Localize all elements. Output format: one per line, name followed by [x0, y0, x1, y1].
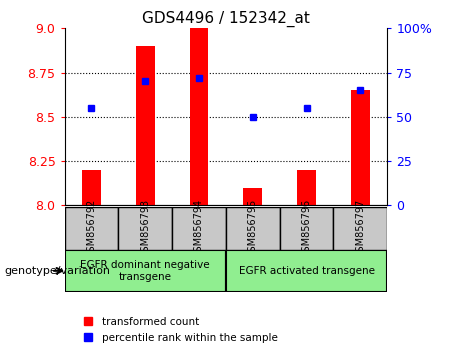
Text: EGFR dominant negative
transgene: EGFR dominant negative transgene	[80, 260, 210, 282]
Text: GSM856792: GSM856792	[86, 199, 96, 258]
Text: GSM856795: GSM856795	[248, 199, 258, 258]
Bar	[297, 170, 316, 205]
Bar	[82, 170, 101, 205]
Text: genotype/variation: genotype/variation	[5, 266, 111, 276]
Title: GDS4496 / 152342_at: GDS4496 / 152342_at	[142, 11, 310, 27]
Text: GSM856797: GSM856797	[355, 199, 366, 258]
Bar	[118, 207, 172, 250]
Bar	[226, 250, 387, 292]
Text: GSM856794: GSM856794	[194, 199, 204, 258]
Bar	[226, 207, 280, 250]
Bar	[333, 207, 387, 250]
Bar	[189, 28, 208, 205]
Bar	[280, 207, 333, 250]
Text: GSM856796: GSM856796	[301, 199, 312, 258]
Bar	[172, 207, 226, 250]
Bar	[65, 250, 226, 292]
Text: EGFR activated transgene: EGFR activated transgene	[238, 266, 375, 276]
Bar	[136, 46, 154, 205]
Text: GSM856793: GSM856793	[140, 199, 150, 258]
Legend: transformed count, percentile rank within the sample: transformed count, percentile rank withi…	[79, 313, 282, 347]
Bar	[351, 90, 370, 205]
Bar	[65, 207, 118, 250]
Bar	[243, 188, 262, 205]
